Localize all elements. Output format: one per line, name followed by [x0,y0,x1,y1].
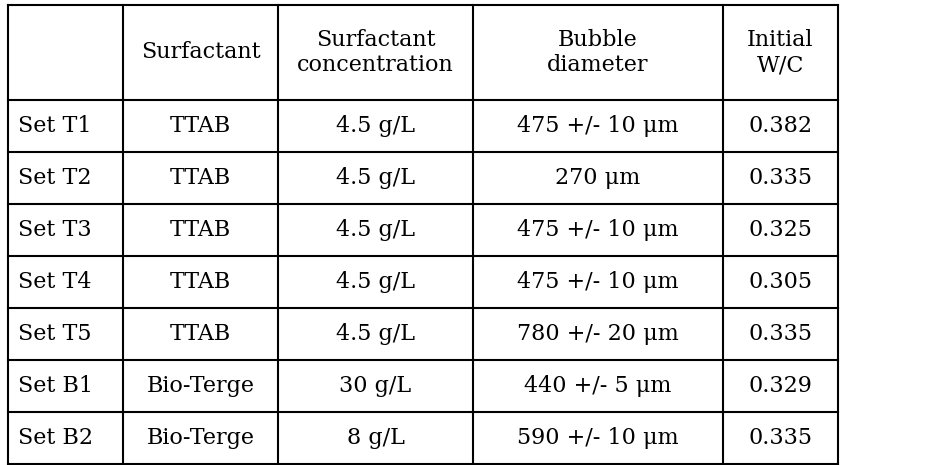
Text: TTAB: TTAB [169,271,231,293]
Text: 4.5 g/L: 4.5 g/L [336,167,415,189]
Text: 4.5 g/L: 4.5 g/L [336,271,415,293]
Text: 4.5 g/L: 4.5 g/L [336,323,415,345]
Text: Bio-Terge: Bio-Terge [147,375,255,397]
Text: Surfactant
concentration: Surfactant concentration [297,29,454,76]
Text: Set T4: Set T4 [19,271,92,293]
Text: 0.305: 0.305 [749,271,812,293]
Text: 0.335: 0.335 [749,323,812,345]
Text: 270 μm: 270 μm [555,167,640,189]
Text: 4.5 g/L: 4.5 g/L [336,115,415,137]
Text: 0.335: 0.335 [749,427,812,449]
Text: TTAB: TTAB [169,115,231,137]
Text: 0.335: 0.335 [749,167,812,189]
Text: 30 g/L: 30 g/L [340,375,412,397]
Text: TTAB: TTAB [169,219,231,241]
Text: 590 +/- 10 μm: 590 +/- 10 μm [518,427,679,449]
Text: Set T2: Set T2 [19,167,92,189]
Text: 0.382: 0.382 [749,115,812,137]
Text: 4.5 g/L: 4.5 g/L [336,219,415,241]
Text: 8 g/L: 8 g/L [346,427,404,449]
Text: 0.325: 0.325 [749,219,812,241]
Text: Set B1: Set B1 [19,375,94,397]
Text: TTAB: TTAB [169,167,231,189]
Text: Surfactant: Surfactant [140,41,260,64]
Text: Set T5: Set T5 [19,323,92,345]
Text: Bubble
diameter: Bubble diameter [548,29,649,76]
Text: Set T3: Set T3 [19,219,92,241]
Text: Set B2: Set B2 [19,427,94,449]
Text: 780 +/- 20 μm: 780 +/- 20 μm [517,323,679,345]
Text: Set T1: Set T1 [19,115,92,137]
Text: Bio-Terge: Bio-Terge [147,427,255,449]
Text: 0.329: 0.329 [749,375,812,397]
Text: 475 +/- 10 μm: 475 +/- 10 μm [518,219,679,241]
Text: 440 +/- 5 μm: 440 +/- 5 μm [524,375,672,397]
Text: TTAB: TTAB [169,323,231,345]
Text: 475 +/- 10 μm: 475 +/- 10 μm [518,271,679,293]
Text: 475 +/- 10 μm: 475 +/- 10 μm [518,115,679,137]
Text: Initial
W/C: Initial W/C [747,29,813,76]
